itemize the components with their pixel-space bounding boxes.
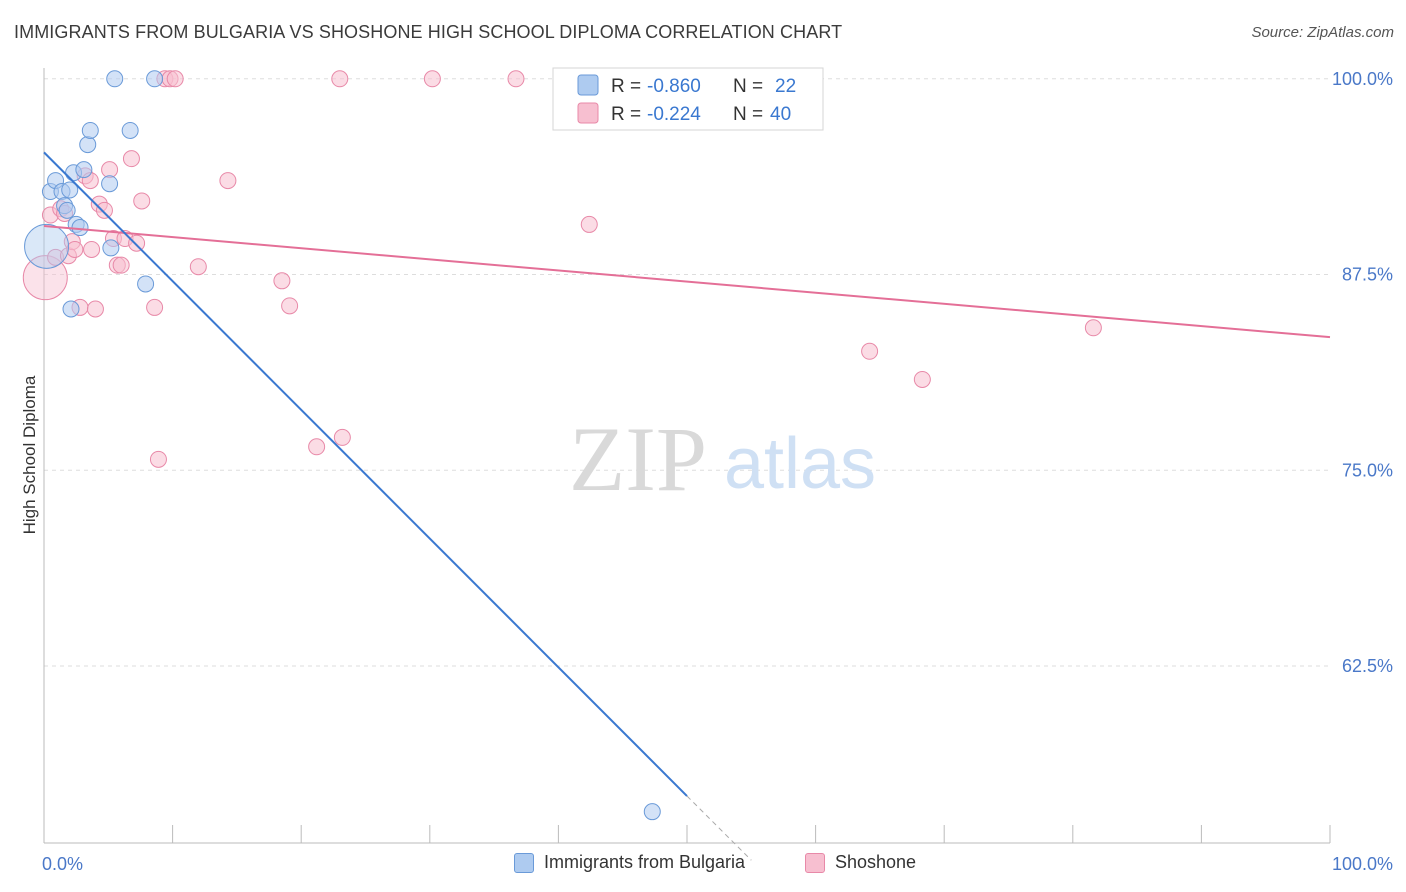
stats-r-value-pink: -0.224 bbox=[647, 104, 701, 125]
axes bbox=[43, 68, 1331, 844]
point-pink-14 bbox=[95, 201, 113, 219]
stats-legend: R = -0.860 N = 22 R = -0.224 N = 40 bbox=[552, 67, 824, 131]
trend-line-bulgaria-extension bbox=[686, 795, 752, 861]
point-pink-27 bbox=[166, 70, 184, 88]
point-blue-0 bbox=[24, 223, 70, 269]
point-pink-28 bbox=[189, 258, 207, 276]
stats-n-label-pink: N = bbox=[733, 104, 763, 125]
point-pink-38 bbox=[861, 342, 879, 360]
point-blue-20 bbox=[643, 803, 661, 821]
point-pink-29 bbox=[219, 172, 237, 190]
watermark-zip: ZIP bbox=[569, 408, 707, 510]
point-pink-35 bbox=[423, 70, 441, 88]
point-blue-6 bbox=[61, 181, 79, 199]
point-blue-12 bbox=[79, 136, 97, 154]
stats-n-label-blue: N = bbox=[733, 76, 763, 97]
x-tick-label-0: 0.0% bbox=[42, 854, 83, 874]
point-pink-20 bbox=[122, 150, 140, 168]
stats-n-value-pink: 40 bbox=[770, 104, 791, 125]
series-bulgaria-points bbox=[24, 70, 661, 821]
y-tick-label-0: 100.0% bbox=[1332, 69, 1393, 89]
stats-n-value-blue: 22 bbox=[775, 76, 796, 97]
point-blue-10 bbox=[71, 219, 89, 237]
point-pink-39 bbox=[913, 370, 931, 388]
point-pink-31 bbox=[281, 297, 299, 315]
bottom-legend: Immigrants from Bulgaria Shoshone bbox=[0, 852, 1406, 876]
trend-line-shoshone bbox=[43, 224, 1331, 339]
point-blue-14 bbox=[101, 175, 119, 193]
point-pink-11 bbox=[83, 240, 101, 258]
point-pink-32 bbox=[308, 438, 326, 456]
point-pink-23 bbox=[146, 298, 164, 316]
legend-label-shoshone: Shoshone bbox=[835, 852, 917, 872]
watermark: ZIP atlas bbox=[569, 408, 876, 510]
point-blue-7 bbox=[62, 300, 80, 318]
point-blue-5 bbox=[58, 201, 76, 219]
y-tick-label-2: 75.0% bbox=[1342, 460, 1393, 480]
point-blue-19 bbox=[146, 70, 164, 88]
x-tick-label-1: 100.0% bbox=[1332, 854, 1393, 874]
point-pink-36 bbox=[507, 70, 525, 88]
point-blue-17 bbox=[121, 121, 139, 139]
legend-item-bulgaria[interactable]: Immigrants from Bulgaria bbox=[514, 852, 745, 873]
legend-label-bulgaria: Immigrants from Bulgaria bbox=[544, 852, 746, 872]
legend-swatch-bulgaria bbox=[514, 852, 534, 873]
point-blue-18 bbox=[137, 275, 155, 293]
point-pink-0 bbox=[22, 255, 68, 301]
y-tick-label-3: 62.5% bbox=[1342, 656, 1393, 676]
point-pink-30 bbox=[273, 272, 291, 290]
stats-legend-swatch-pink bbox=[577, 102, 599, 124]
stats-r-label-blue: R = bbox=[611, 76, 641, 97]
point-blue-16 bbox=[106, 70, 124, 88]
point-pink-33 bbox=[333, 428, 351, 446]
y-axis-label: High School Diploma bbox=[20, 375, 39, 534]
point-pink-40 bbox=[1084, 319, 1102, 337]
legend-item-shoshone[interactable]: Shoshone bbox=[805, 852, 916, 873]
point-pink-12 bbox=[86, 300, 104, 318]
point-pink-18 bbox=[112, 256, 130, 274]
trend-line-bulgaria bbox=[43, 151, 688, 797]
grid-lines bbox=[44, 78, 1330, 667]
chart-title: IMMIGRANTS FROM BULGARIA VS SHOSHONE HIG… bbox=[14, 22, 843, 42]
tick-labels: 100.0% 87.5% 75.0% 62.5% 0.0% 100.0% bbox=[42, 69, 1393, 874]
watermark-atlas: atlas bbox=[724, 424, 876, 504]
point-blue-11 bbox=[75, 161, 93, 179]
trend-lines bbox=[43, 151, 1331, 861]
series-shoshone-points bbox=[22, 70, 1102, 468]
point-pink-37 bbox=[580, 215, 598, 233]
stats-r-label-pink: R = bbox=[611, 104, 641, 125]
stats-r-value-blue: -0.860 bbox=[647, 76, 701, 97]
point-blue-13 bbox=[81, 121, 99, 139]
stats-legend-swatch-blue bbox=[577, 74, 599, 96]
point-pink-22 bbox=[133, 192, 151, 210]
point-pink-7 bbox=[66, 240, 84, 258]
y-tick-label-1: 87.5% bbox=[1342, 265, 1393, 285]
point-pink-24 bbox=[149, 450, 167, 468]
point-pink-21 bbox=[128, 234, 146, 252]
point-pink-34 bbox=[331, 70, 349, 88]
legend-swatch-shoshone bbox=[805, 852, 825, 873]
chart-source: Source: ZipAtlas.com bbox=[1251, 24, 1394, 41]
point-blue-15 bbox=[102, 239, 120, 257]
